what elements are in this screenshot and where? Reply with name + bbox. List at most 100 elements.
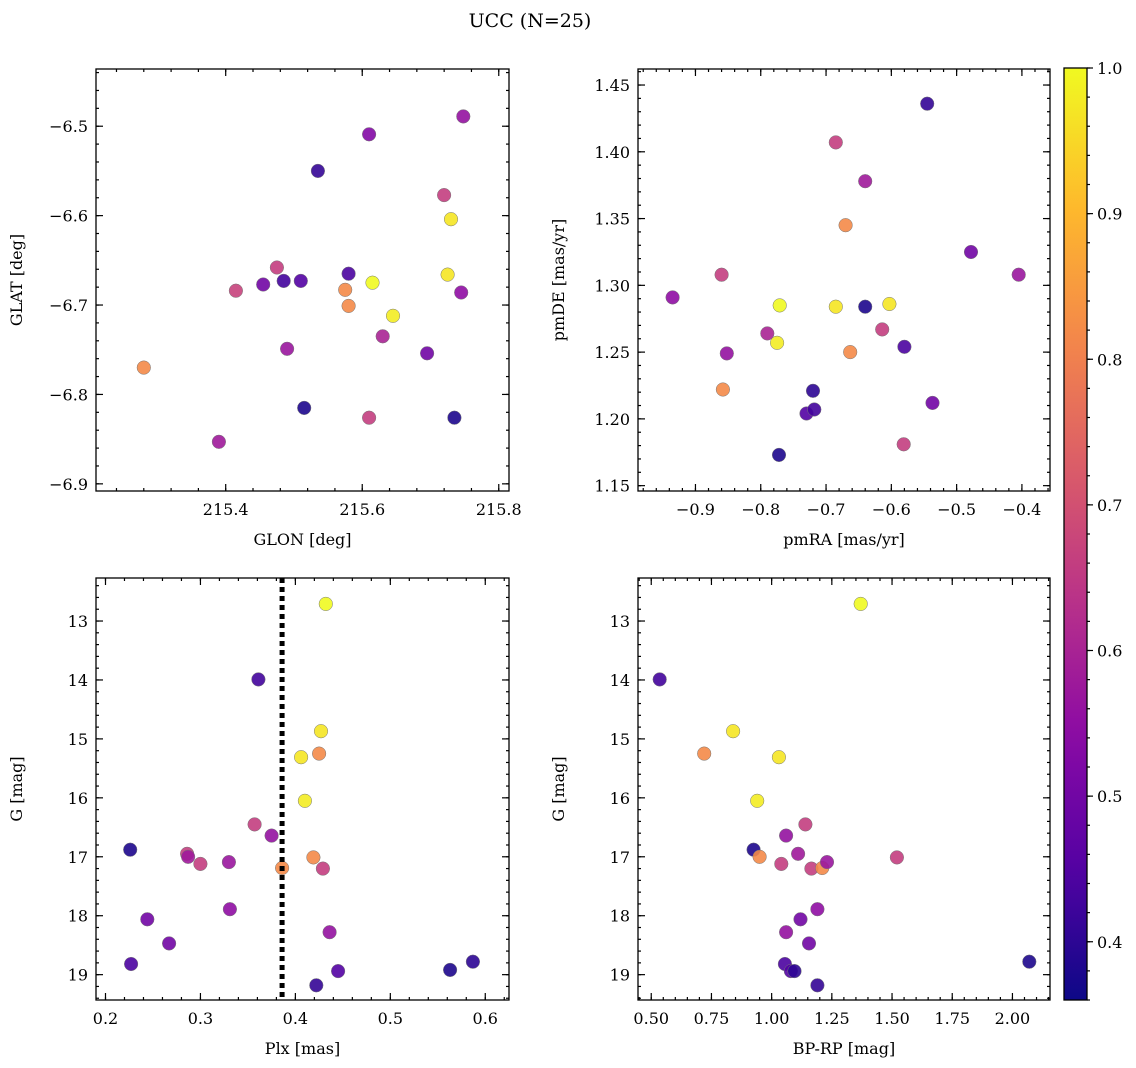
data-point xyxy=(774,856,789,871)
y-tick-label: 16 xyxy=(610,789,630,808)
data-point xyxy=(362,127,377,142)
data-point xyxy=(875,322,890,337)
data-point xyxy=(889,850,904,865)
data-point xyxy=(362,410,377,425)
data-point xyxy=(920,96,935,111)
y-tick-label: 18 xyxy=(68,907,88,926)
data-point xyxy=(858,299,873,314)
data-point xyxy=(801,936,817,951)
data-point xyxy=(140,912,155,927)
data-point xyxy=(1011,267,1026,282)
colorbar-tick-label: 0.6 xyxy=(1097,642,1122,661)
colorbar-tick-label: 0.5 xyxy=(1097,787,1122,806)
data-point xyxy=(247,817,262,832)
data-point xyxy=(443,212,459,227)
y-tick-label: 14 xyxy=(68,671,88,690)
data-point xyxy=(810,978,825,993)
y-tick-label: 19 xyxy=(610,966,630,985)
data-point xyxy=(420,346,435,361)
data-point xyxy=(779,828,794,843)
x-tick-label: −0.7 xyxy=(807,500,846,519)
data-point xyxy=(805,383,821,398)
data-point xyxy=(882,296,897,312)
data-point xyxy=(772,298,787,313)
data-point xyxy=(264,828,279,843)
data-point xyxy=(318,596,333,611)
data-point xyxy=(375,329,390,344)
x-tick-label: 0.4 xyxy=(283,1009,308,1028)
y-tick-label: 16 xyxy=(68,789,88,808)
figure-title: UCC (N=25) xyxy=(469,10,592,32)
data-point xyxy=(760,326,775,341)
data-point xyxy=(665,290,680,305)
data-point xyxy=(443,962,458,977)
x-tick-label: 0.2 xyxy=(93,1009,118,1028)
x-axis-label: pmRA [mas/yr] xyxy=(783,530,905,549)
x-tick-label: −0.6 xyxy=(872,500,911,519)
data-point xyxy=(297,793,312,808)
data-point xyxy=(810,902,825,917)
data-point xyxy=(1022,954,1037,969)
data-point xyxy=(828,135,843,150)
data-point xyxy=(752,849,767,864)
data-point xyxy=(123,842,138,857)
data-point xyxy=(228,283,243,298)
colorbar-gradient xyxy=(1064,68,1087,1000)
data-point xyxy=(726,724,741,739)
data-point xyxy=(294,750,309,765)
data-point xyxy=(807,402,822,417)
data-point xyxy=(791,846,806,861)
x-axis-label: GLON [deg] xyxy=(253,530,351,549)
panel-bprp-g: 0.50 0.75 1.00 1.25 1.50 1.75 2.00 13 14 15 16 17 18… xyxy=(549,577,1051,1058)
data-point xyxy=(843,345,858,360)
data-point xyxy=(310,163,325,178)
data-point xyxy=(771,750,786,765)
y-tick-label: 15 xyxy=(610,730,630,749)
data-point xyxy=(465,954,480,969)
panel-glon-glat: 215.4 215.6 215.8 −6.5 −6.6 −6.7 −6.8 −6.9 GLON … xyxy=(7,68,522,549)
data-point xyxy=(440,267,455,282)
x-tick-label: 1.50 xyxy=(874,1009,910,1028)
data-point xyxy=(251,672,266,687)
x-tick-label: 215.6 xyxy=(339,500,385,519)
data-point xyxy=(306,850,321,865)
data-point xyxy=(313,724,329,739)
data-point xyxy=(447,410,462,425)
y-tick-label: 18 xyxy=(610,907,630,926)
x-tick-label: −0.8 xyxy=(741,500,780,519)
colorbar-tick-label: 0.4 xyxy=(1097,933,1122,952)
x-tick-label: 1.25 xyxy=(814,1009,850,1028)
colorbar-tick-label: 0.7 xyxy=(1097,496,1122,515)
data-point xyxy=(963,244,979,260)
data-point xyxy=(181,849,196,864)
panel-plx-g: 0.2 0.3 0.4 0.5 0.6 13 14 15 16 17 18 19 Plx [mas] G … xyxy=(7,577,510,1058)
data-point xyxy=(211,434,226,449)
y-tick-label: 17 xyxy=(68,848,88,867)
axes-frame xyxy=(95,577,510,1001)
y-tick-label: 1.35 xyxy=(594,210,630,229)
y-tick-label: 17 xyxy=(610,848,630,867)
data-point xyxy=(297,400,312,415)
data-point xyxy=(437,188,452,203)
data-point xyxy=(787,964,802,979)
data-point xyxy=(828,299,843,314)
data-point xyxy=(715,382,730,397)
y-axis-label: GLAT [deg] xyxy=(7,234,26,326)
x-tick-label: 2.00 xyxy=(995,1009,1031,1028)
axes-frame xyxy=(637,577,1051,1001)
panel-pmra-pmde: −0.9 −0.8 −0.7 −0.6 −0.5 −0.4 1.15 1.20 1.25 1.30… xyxy=(549,68,1051,549)
data-point xyxy=(897,339,912,354)
data-point xyxy=(779,925,794,940)
y-tick-label: 1.15 xyxy=(594,477,630,496)
x-tick-label: 1.75 xyxy=(934,1009,970,1028)
x-axis-label: BP-RP [mag] xyxy=(793,1039,895,1058)
x-tick-label: −0.9 xyxy=(676,500,715,519)
data-point xyxy=(456,109,471,124)
data-point xyxy=(269,260,284,275)
y-tick-label: 1.40 xyxy=(594,143,630,162)
y-axis-label: G [mag] xyxy=(549,756,568,821)
x-tick-label: 0.50 xyxy=(633,1009,669,1028)
y-tick-label: −6.7 xyxy=(49,296,88,315)
data-point xyxy=(331,964,346,979)
